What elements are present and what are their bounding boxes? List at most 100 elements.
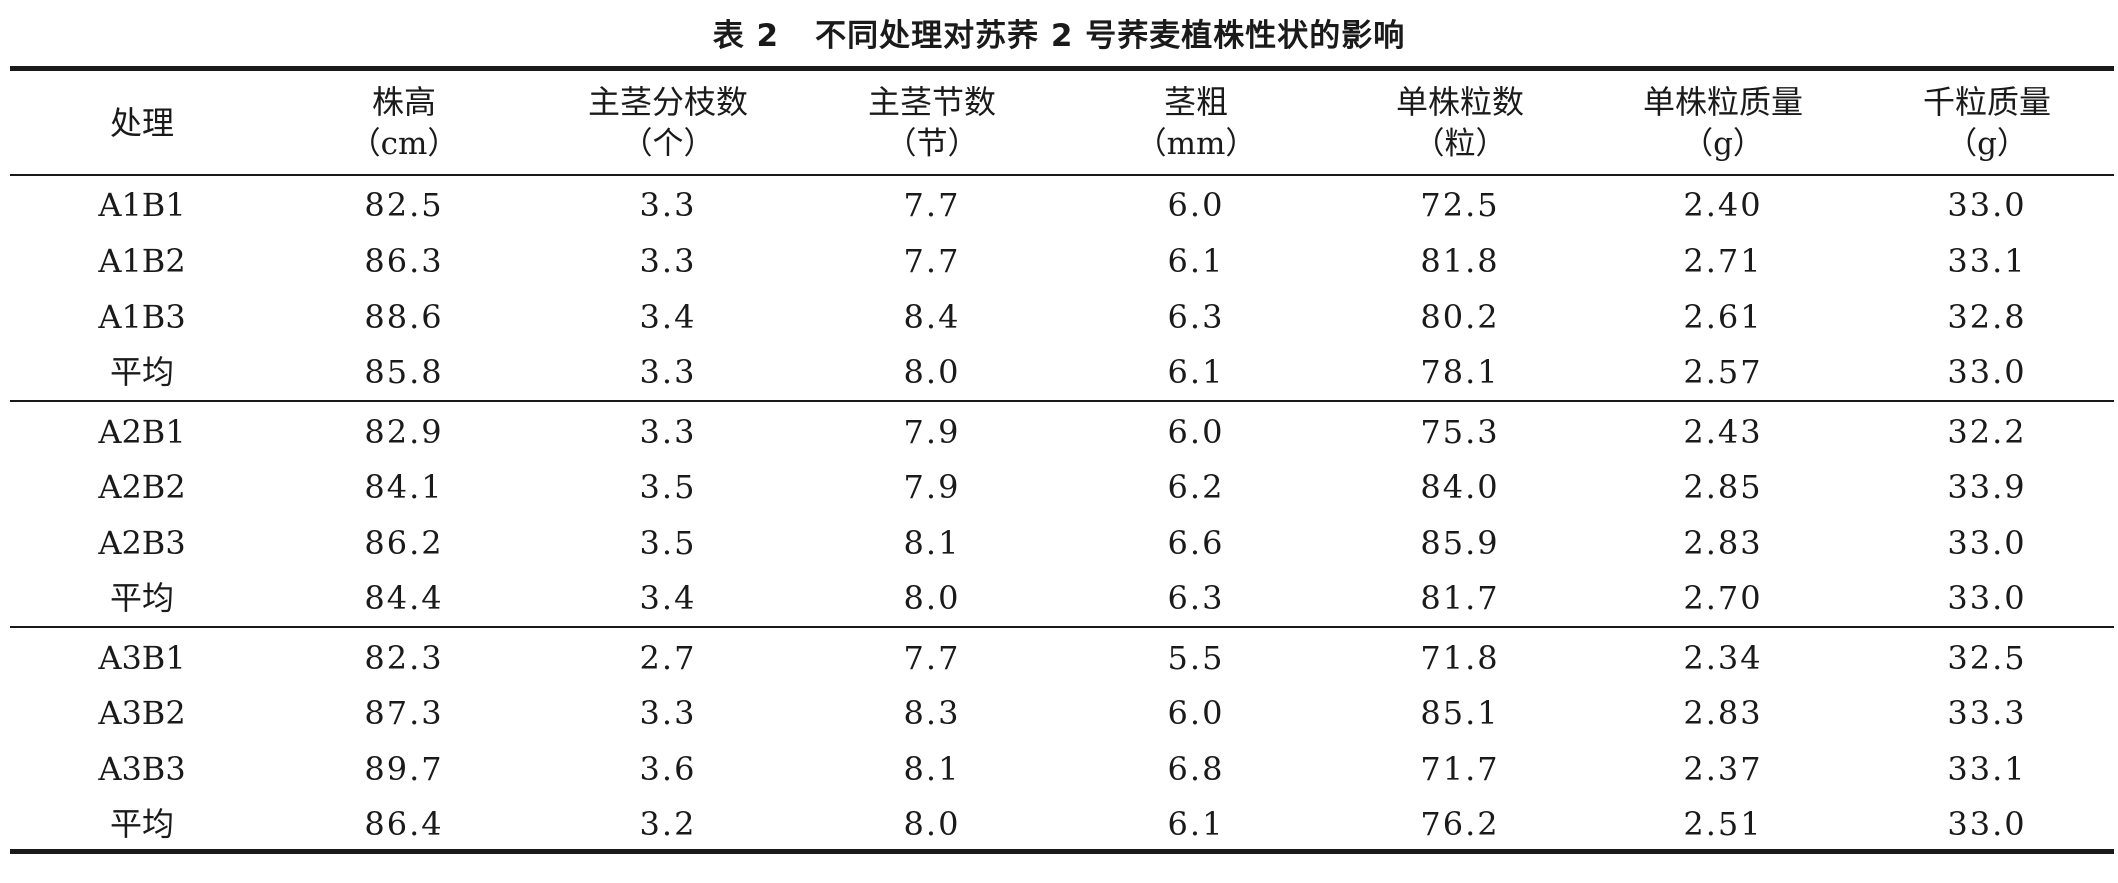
cell-stem-diameter: 6.3 <box>1167 298 1225 336</box>
header-grain-weight-per-plant: 单株粒质量 （g） <box>1643 74 1803 172</box>
cell-grain-weight-per-plant: 2.37 <box>1683 750 1763 788</box>
cell-treatment: 平均 <box>109 353 175 391</box>
header-stem-diameter: 茎粗 （mm） <box>1136 74 1257 172</box>
cell-thousand-grain-weight: 33.0 <box>1947 524 2027 562</box>
table-row: 平均 86.4 3.2 8.0 6.1 76.2 2.51 33.0 <box>0 796 2118 852</box>
header-plant-height: 株高 （cm） <box>350 74 459 172</box>
table-row: A2B3 86.2 3.5 8.1 6.6 85.9 2.83 33.0 <box>0 515 2118 571</box>
cell-node-count: 7.7 <box>903 242 961 280</box>
cell-plant-height: 82.9 <box>364 413 444 451</box>
cell-stem-diameter: 6.1 <box>1167 353 1225 391</box>
cell-plant-height: 86.3 <box>364 242 444 280</box>
cell-stem-diameter: 6.6 <box>1167 524 1225 562</box>
header-name: 主茎节数 <box>867 83 997 121</box>
cell-grain-weight-per-plant: 2.83 <box>1683 694 1763 732</box>
cell-thousand-grain-weight: 33.0 <box>1947 579 2027 617</box>
cell-stem-diameter: 5.5 <box>1167 639 1225 677</box>
cell-node-count: 8.0 <box>903 353 961 391</box>
cell-node-count: 8.3 <box>903 694 961 732</box>
cell-branch-count: 3.5 <box>639 468 697 506</box>
table-row: 平均 84.4 3.4 8.0 6.3 81.7 2.70 33.0 <box>0 570 2118 626</box>
header-name: 单株粒质量 <box>1642 83 1804 121</box>
cell-node-count: 7.7 <box>903 639 961 677</box>
header-name: 单株粒数 <box>1395 83 1525 121</box>
table-row: A3B1 82.3 2.7 7.7 5.5 71.8 2.34 32.5 <box>0 630 2118 686</box>
cell-grains-per-plant: 72.5 <box>1420 186 1500 224</box>
cell-plant-height: 86.4 <box>364 805 444 843</box>
cell-thousand-grain-weight: 33.9 <box>1947 468 2027 506</box>
cell-grain-weight-per-plant: 2.71 <box>1683 242 1763 280</box>
cell-node-count: 8.1 <box>903 750 961 788</box>
header-name: 处理 <box>109 104 175 142</box>
table-row: 平均 85.8 3.3 8.0 6.1 78.1 2.57 33.0 <box>0 344 2118 400</box>
cell-stem-diameter: 6.3 <box>1167 579 1225 617</box>
cell-branch-count: 3.2 <box>639 805 697 843</box>
header-grains-per-plant: 单株粒数 （粒） <box>1396 74 1524 172</box>
header-treatment: 处理 <box>110 74 174 172</box>
header-name: 茎粗 <box>1163 83 1229 121</box>
cell-treatment: A1B2 <box>98 242 186 280</box>
header-unit: （g） <box>1946 126 2028 162</box>
table-row: A2B1 82.9 3.3 7.9 6.0 75.3 2.43 32.2 <box>0 404 2118 460</box>
cell-treatment: A3B1 <box>98 639 186 677</box>
cell-plant-height: 82.5 <box>364 186 444 224</box>
cell-branch-count: 3.4 <box>639 579 697 617</box>
cell-thousand-grain-weight: 33.1 <box>1947 242 2027 280</box>
header-unit: （g） <box>1682 126 1764 162</box>
cell-node-count: 8.0 <box>903 579 961 617</box>
cell-treatment: A3B2 <box>98 694 186 732</box>
header-name: 株高 <box>371 83 437 121</box>
table-row: A2B2 84.1 3.5 7.9 6.2 84.0 2.85 33.9 <box>0 459 2118 515</box>
cell-plant-height: 87.3 <box>364 694 444 732</box>
cell-grain-weight-per-plant: 2.57 <box>1683 353 1763 391</box>
table-row: A3B3 89.7 3.6 8.1 6.8 71.7 2.37 33.1 <box>0 741 2118 797</box>
header-name: 主茎分枝数 <box>587 83 749 121</box>
cell-grains-per-plant: 78.1 <box>1420 353 1500 391</box>
group-divider-2 <box>10 626 2114 628</box>
cell-grains-per-plant: 84.0 <box>1420 468 1500 506</box>
cell-plant-height: 89.7 <box>364 750 444 788</box>
cell-stem-diameter: 6.2 <box>1167 468 1225 506</box>
cell-grain-weight-per-plant: 2.34 <box>1683 639 1763 677</box>
table-row: A3B2 87.3 3.3 8.3 6.0 85.1 2.83 33.3 <box>0 685 2118 741</box>
table-number: 表 2 <box>712 17 780 54</box>
header-node-count: 主茎节数 （节） <box>868 74 996 172</box>
bottom-rule <box>10 849 2114 854</box>
cell-node-count: 8.1 <box>903 524 961 562</box>
cell-thousand-grain-weight: 32.8 <box>1947 298 2027 336</box>
cell-branch-count: 2.7 <box>639 639 697 677</box>
cell-node-count: 7.7 <box>903 186 961 224</box>
cell-grains-per-plant: 85.9 <box>1420 524 1500 562</box>
header-unit: （mm） <box>1135 126 1257 162</box>
table-caption: 不同处理对苏荞 2 号荞麦植株性状的影响 <box>815 17 1406 54</box>
top-rule <box>10 66 2114 71</box>
cell-grain-weight-per-plant: 2.40 <box>1683 186 1763 224</box>
cell-grain-weight-per-plant: 2.43 <box>1683 413 1763 451</box>
header-unit: （粒） <box>1413 126 1507 162</box>
cell-treatment: A2B3 <box>98 524 186 562</box>
cell-node-count: 7.9 <box>903 468 961 506</box>
cell-stem-diameter: 6.0 <box>1167 186 1225 224</box>
cell-grain-weight-per-plant: 2.70 <box>1683 579 1763 617</box>
cell-thousand-grain-weight: 32.2 <box>1947 413 2027 451</box>
cell-plant-height: 84.1 <box>364 468 444 506</box>
cell-grain-weight-per-plant: 2.51 <box>1683 805 1763 843</box>
cell-treatment: A1B1 <box>98 186 186 224</box>
cell-treatment: A2B1 <box>98 413 186 451</box>
cell-plant-height: 88.6 <box>364 298 444 336</box>
cell-thousand-grain-weight: 33.3 <box>1947 694 2027 732</box>
cell-branch-count: 3.5 <box>639 524 697 562</box>
cell-plant-height: 85.8 <box>364 353 444 391</box>
cell-treatment: A2B2 <box>98 468 186 506</box>
cell-stem-diameter: 6.0 <box>1167 694 1225 732</box>
cell-plant-height: 84.4 <box>364 579 444 617</box>
header-unit: （cm） <box>349 126 459 162</box>
cell-grains-per-plant: 71.7 <box>1420 750 1500 788</box>
cell-branch-count: 3.3 <box>639 353 697 391</box>
header-unit: （个） <box>621 126 715 162</box>
table-row: A1B1 82.5 3.3 7.7 6.0 72.5 2.40 33.0 <box>0 177 2118 233</box>
header-name: 千粒质量 <box>1922 83 2052 121</box>
cell-treatment: A3B3 <box>98 750 186 788</box>
cell-branch-count: 3.3 <box>639 413 697 451</box>
cell-grains-per-plant: 80.2 <box>1420 298 1500 336</box>
